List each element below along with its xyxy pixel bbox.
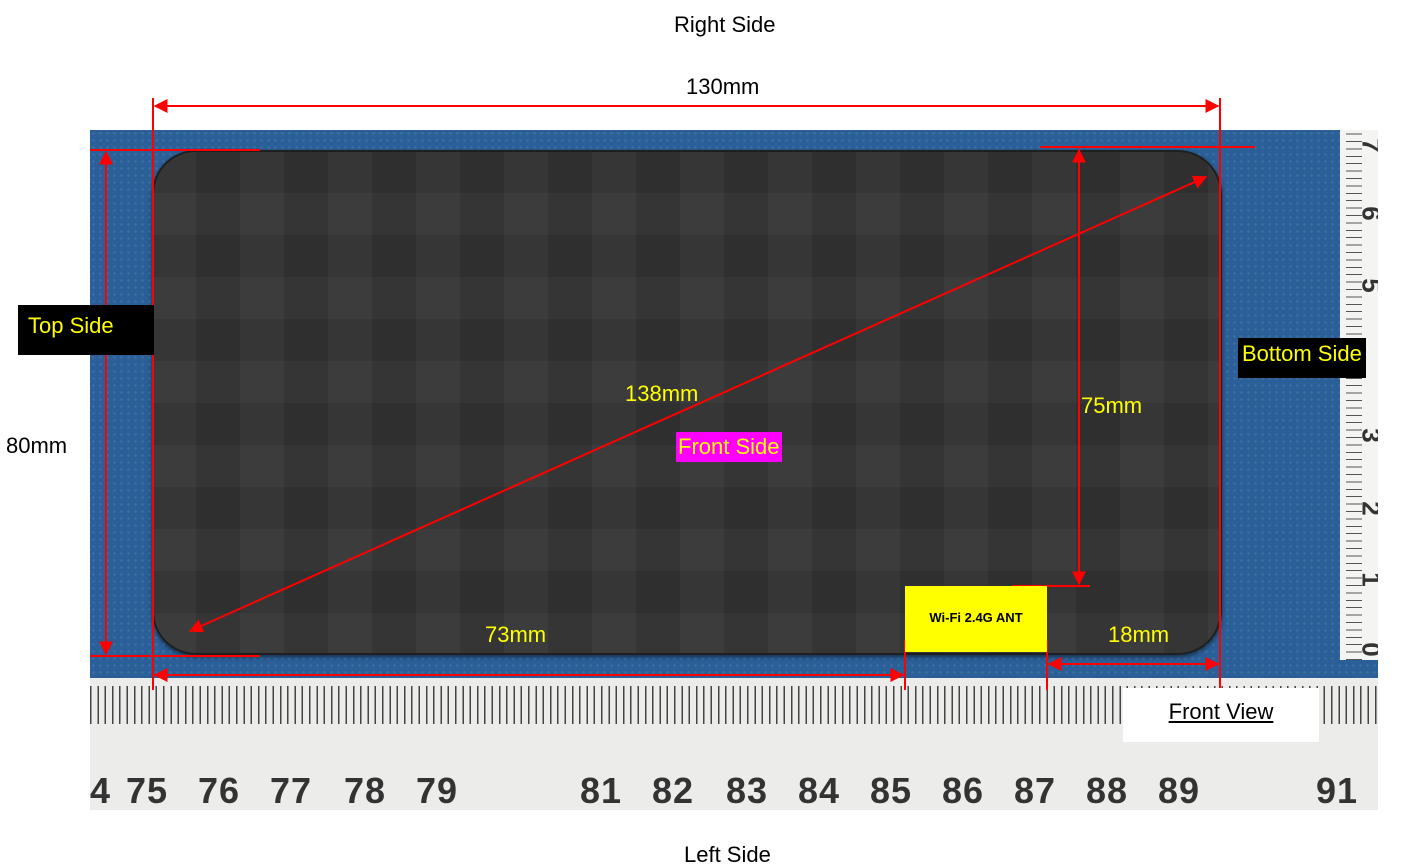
antenna-left-dimension-label: 73mm <box>485 622 547 647</box>
wifi-antenna-label: Wi-Fi 2.4G ANT <box>905 586 1047 652</box>
ruler-h-num: 85 <box>870 770 913 810</box>
ruler-h-num: 86 <box>942 770 985 810</box>
ruler-h-num: 81 <box>580 770 623 810</box>
ruler-h-num: 77 <box>270 770 313 810</box>
right-side-label: Right Side <box>674 12 776 37</box>
diagonal-dimension-label: 138mm <box>625 381 699 406</box>
ruler-h-num: 78 <box>344 770 387 810</box>
ruler-h-num: 87 <box>1014 770 1057 810</box>
top-side-label: Top Side <box>18 305 154 355</box>
height-dimension-label: 80mm <box>6 433 68 458</box>
diagonal-dimension-arrow <box>188 175 1208 633</box>
antenna-top-dimension-label: 75mm <box>1081 393 1143 418</box>
vertical-ruler <box>1340 130 1378 660</box>
horizontal-ruler-numbers: 4 75 76 77 78 79 81 82 83 84 85 86 87 88… <box>90 770 1378 810</box>
ruler-h-num: 84 <box>798 770 841 810</box>
ruler-h-num: 79 <box>416 770 459 810</box>
ruler-h-num: 89 <box>1158 770 1201 810</box>
front-side-label: Front Side <box>676 432 782 462</box>
left-side-label: Left Side <box>684 842 771 867</box>
ruler-h-num: 76 <box>198 770 241 810</box>
ruler-h-num: 83 <box>726 770 769 810</box>
front-view-label: Front View <box>1123 688 1319 742</box>
ruler-h-num: 88 <box>1086 770 1129 810</box>
bottom-side-label: Bottom Side <box>1238 338 1366 378</box>
ruler-h-num: 91 <box>1316 770 1359 810</box>
ruler-h-num: 4 <box>90 770 112 810</box>
ruler-h-num: 82 <box>652 770 695 810</box>
antenna-right-dimension-label: 18mm <box>1108 622 1170 647</box>
width-dimension-label: 130mm <box>686 74 760 99</box>
ruler-h-num: 75 <box>126 770 169 810</box>
